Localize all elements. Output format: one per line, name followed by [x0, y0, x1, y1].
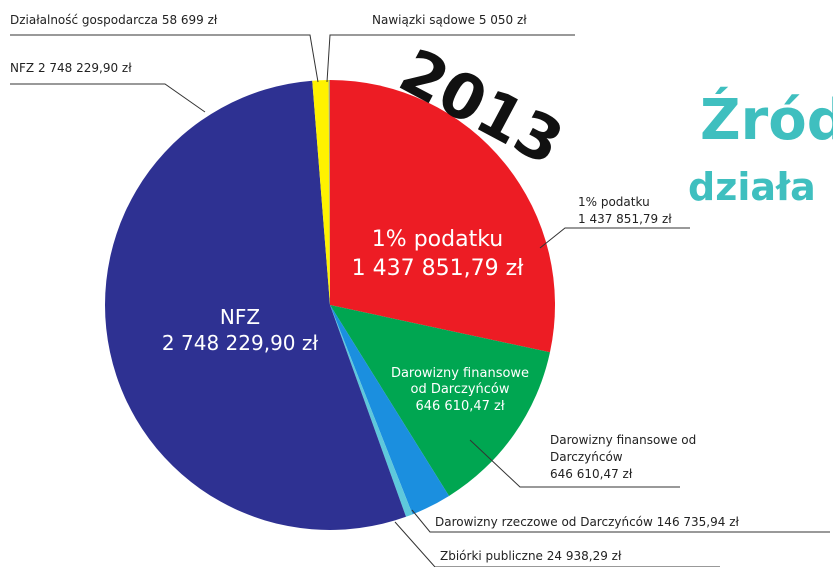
- outside-label: Działalność gospodarcza 58 699 zł: [10, 13, 218, 27]
- slice: [104, 80, 406, 530]
- slice: [312, 80, 330, 305]
- pie: [104, 80, 556, 530]
- outside-label: NFZ 2 748 229,90 zł: [10, 61, 132, 75]
- outside-label: Darowizny rzeczowe od Darczyńców 146 735…: [435, 515, 739, 529]
- slice-label: Darowizny finansowe od Darczyńców 646 610…: [390, 366, 530, 414]
- leader-line: [539, 227, 690, 249]
- outside-label: Nawiązki sądowe 5 050 zł: [372, 13, 527, 27]
- slice: [330, 305, 413, 517]
- outside-label: Zbiórki publiczne 24 938,29 zł: [440, 549, 622, 563]
- leader-line: [326, 34, 575, 83]
- slice: [330, 80, 556, 353]
- leader-line: [10, 83, 206, 113]
- leader-line: [10, 34, 319, 83]
- leader-line: [411, 509, 830, 533]
- slice: [330, 305, 550, 496]
- leaders: [10, 34, 830, 567]
- slice: [328, 80, 330, 305]
- heading: Źród: [700, 88, 833, 153]
- heading: działa: [688, 165, 816, 209]
- leader-line: [394, 521, 720, 567]
- slice-label: NFZ 2 748 229,90 zł: [161, 305, 319, 355]
- slice: [330, 305, 450, 515]
- leader-line: [469, 439, 680, 488]
- slice-label: 1% podatku 1 437 851,79 zł: [351, 227, 524, 281]
- outside-label: 1% podatku 1 437 851,79 zł: [578, 195, 672, 226]
- outside-label: Darowizny finansowe od Darczyńców 646 610…: [550, 433, 697, 481]
